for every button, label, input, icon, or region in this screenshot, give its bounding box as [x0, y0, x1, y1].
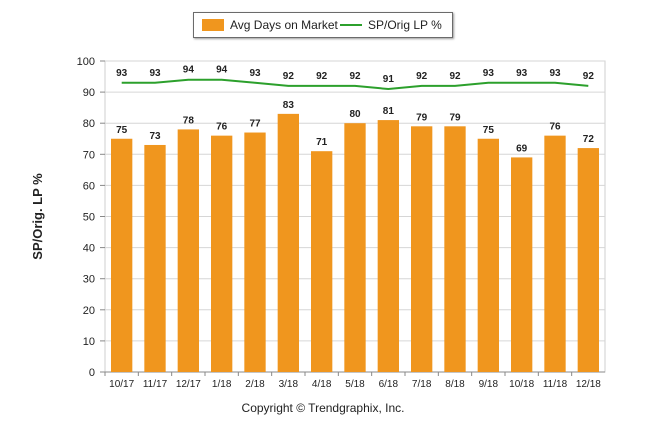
- line-data-label: 94: [183, 65, 195, 76]
- y-tick-label: 30: [83, 274, 95, 286]
- bar: [444, 126, 466, 372]
- x-tick-label: 10/18: [509, 379, 534, 390]
- bar: [477, 138, 499, 372]
- line-data-label: 92: [349, 71, 361, 82]
- y-tick-label: 100: [77, 56, 95, 68]
- x-tick-label: 6/18: [379, 379, 399, 390]
- bar: [277, 113, 299, 373]
- x-tick-label: 1/18: [212, 379, 232, 390]
- line-data-label: 93: [483, 68, 495, 79]
- y-tick-label: 50: [83, 212, 95, 224]
- x-tick-label: 12/18: [576, 379, 601, 390]
- bar-data-label: 77: [249, 119, 261, 130]
- bar: [144, 144, 166, 372]
- line-data-label: 92: [283, 71, 295, 82]
- bar-data-label: 83: [283, 100, 295, 111]
- bar-data-label: 81: [383, 106, 395, 117]
- bar-data-label: 78: [183, 115, 195, 126]
- bar: [111, 138, 133, 372]
- bar-data-label: 73: [149, 131, 161, 142]
- line-data-label: 92: [316, 71, 328, 82]
- x-tick-label: 8/18: [445, 379, 465, 390]
- copyright-text: Copyright © Trendgraphix, Inc.: [241, 401, 405, 415]
- line-data-label: 92: [583, 71, 595, 82]
- line-data-label: 93: [549, 68, 561, 79]
- x-tick-label: 5/18: [345, 379, 365, 390]
- bar-data-label: 69: [516, 143, 528, 154]
- y-tick-label: 90: [83, 87, 95, 99]
- line-data-label: 91: [383, 74, 395, 85]
- line-data-label: 94: [216, 65, 228, 76]
- bar: [177, 129, 199, 372]
- bar-data-label: 71: [316, 137, 328, 148]
- bar: [511, 157, 533, 372]
- x-tick-label: 10/17: [109, 379, 134, 390]
- x-tick-label: 3/18: [279, 379, 299, 390]
- line-series: [121, 78, 589, 91]
- x-tick-label: 9/18: [479, 379, 499, 390]
- y-tick-label: 20: [83, 305, 95, 317]
- legend-label-avg-days: Avg Days on Market: [230, 18, 338, 32]
- bar-data-label: 79: [449, 112, 461, 123]
- y-axis-title: SP/Orig. LP %: [30, 173, 45, 260]
- bar-data-label: 75: [116, 125, 128, 136]
- line-data-label: 93: [516, 68, 528, 79]
- legend-swatch-bar: [202, 19, 224, 31]
- chart-legend: Avg Days on Market SP/Orig LP %: [193, 12, 453, 38]
- bar-data-label: 80: [349, 109, 361, 120]
- line-data-label: 93: [116, 68, 128, 79]
- x-tick-label: 12/17: [176, 379, 201, 390]
- bar: [211, 135, 233, 372]
- bar: [311, 151, 333, 372]
- bar-data-label: 79: [416, 112, 428, 123]
- bar: [577, 148, 599, 372]
- legend-label-sp-orig: SP/Orig LP %: [368, 18, 442, 32]
- y-tick-label: 0: [89, 367, 95, 379]
- x-tick-label: 11/18: [543, 379, 568, 390]
- line-data-label: 92: [416, 71, 428, 82]
- y-tick-label: 40: [83, 243, 95, 255]
- bar-data-label: 76: [549, 122, 561, 133]
- bar: [377, 120, 399, 372]
- legend-swatch-line: [340, 24, 362, 26]
- y-tick-label: 60: [83, 180, 95, 192]
- bar-data-label: 76: [216, 122, 228, 133]
- bar: [244, 132, 266, 372]
- bar: [411, 126, 433, 372]
- legend-item-sp-orig: SP/Orig LP %: [340, 18, 442, 32]
- line-data-label: 93: [249, 68, 261, 79]
- y-tick-label: 10: [83, 336, 95, 348]
- x-tick-label: 4/18: [312, 379, 332, 390]
- x-tick-label: 2/18: [245, 379, 265, 390]
- y-tick-label: 80: [83, 118, 95, 130]
- bar: [544, 135, 566, 372]
- x-tick-label: 11/17: [143, 379, 168, 390]
- legend-item-avg-days: Avg Days on Market: [202, 18, 338, 32]
- x-tick-label: 7/18: [412, 379, 432, 390]
- line-data-label: 92: [449, 71, 461, 82]
- bar-data-label: 75: [483, 125, 495, 136]
- y-tick-label: 70: [83, 149, 95, 161]
- bar: [344, 123, 366, 372]
- line-data-label: 93: [149, 68, 161, 79]
- bar-data-label: 72: [583, 134, 595, 145]
